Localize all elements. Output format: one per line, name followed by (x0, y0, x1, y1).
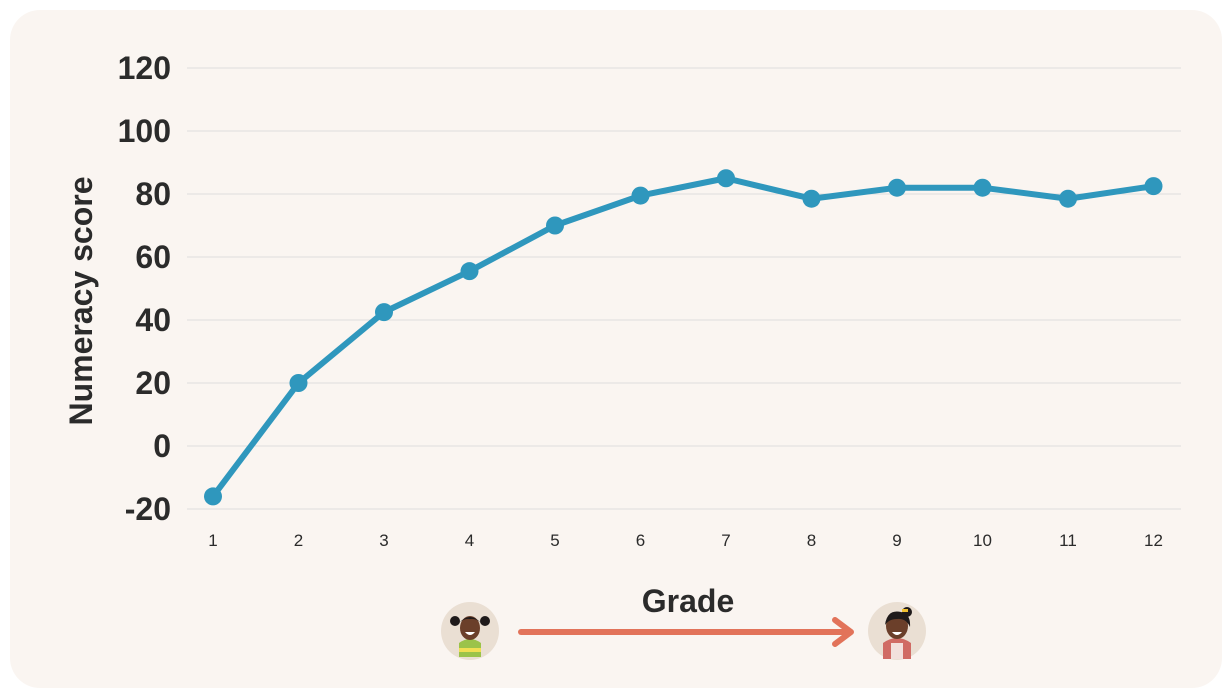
data-point (460, 262, 479, 281)
arrow-head (832, 617, 854, 647)
young-girl-avatar-icon (441, 602, 499, 660)
y-tick-labels: 120 100 80 60 40 20 0 -20 (118, 50, 171, 527)
data-point (289, 374, 308, 392)
data-point (1144, 177, 1163, 196)
x-tick-label: 10 (973, 531, 992, 550)
x-axis-label: Grade (642, 583, 734, 619)
arrow (518, 617, 854, 647)
y-tick-label: 120 (118, 50, 171, 86)
y-tick-label: 20 (135, 365, 171, 401)
y-axis-label: Numeracy score (63, 176, 99, 425)
data-point (204, 487, 222, 506)
x-tick-label: 8 (807, 531, 816, 550)
data-point (1059, 189, 1077, 208)
x-tick-labels: 1 2 3 4 5 6 7 8 9 10 11 12 (208, 531, 1163, 550)
x-tick-label: 4 (465, 531, 474, 550)
x-tick-label: 6 (636, 531, 645, 550)
x-tick-label: 1 (208, 531, 217, 550)
gridlines (187, 67, 1181, 510)
data-point (717, 169, 735, 188)
y-tick-label: 60 (135, 239, 171, 275)
x-tick-label: 12 (1144, 531, 1163, 550)
y-tick-label: 100 (118, 113, 171, 149)
data-points (204, 169, 1163, 506)
y-tick-label: -20 (125, 491, 171, 527)
x-tick-label: 5 (550, 531, 559, 550)
y-tick-label: 40 (135, 302, 171, 338)
data-point (631, 186, 650, 205)
x-tick-label: 11 (1059, 531, 1077, 550)
x-tick-label: 3 (379, 531, 388, 550)
x-tick-label: 9 (892, 531, 901, 550)
data-point (973, 178, 992, 197)
y-tick-label: 80 (135, 176, 171, 212)
data-point (802, 189, 821, 208)
chart-card (10, 10, 1222, 688)
series-line (210, 175, 1157, 500)
x-tick-label: 7 (721, 531, 730, 550)
y-tick-label: 0 (153, 428, 171, 464)
data-point (375, 303, 393, 322)
x-tick-label: 2 (294, 531, 303, 550)
data-point (888, 178, 906, 197)
older-girl-avatar-icon (868, 602, 926, 660)
data-point (546, 216, 564, 235)
